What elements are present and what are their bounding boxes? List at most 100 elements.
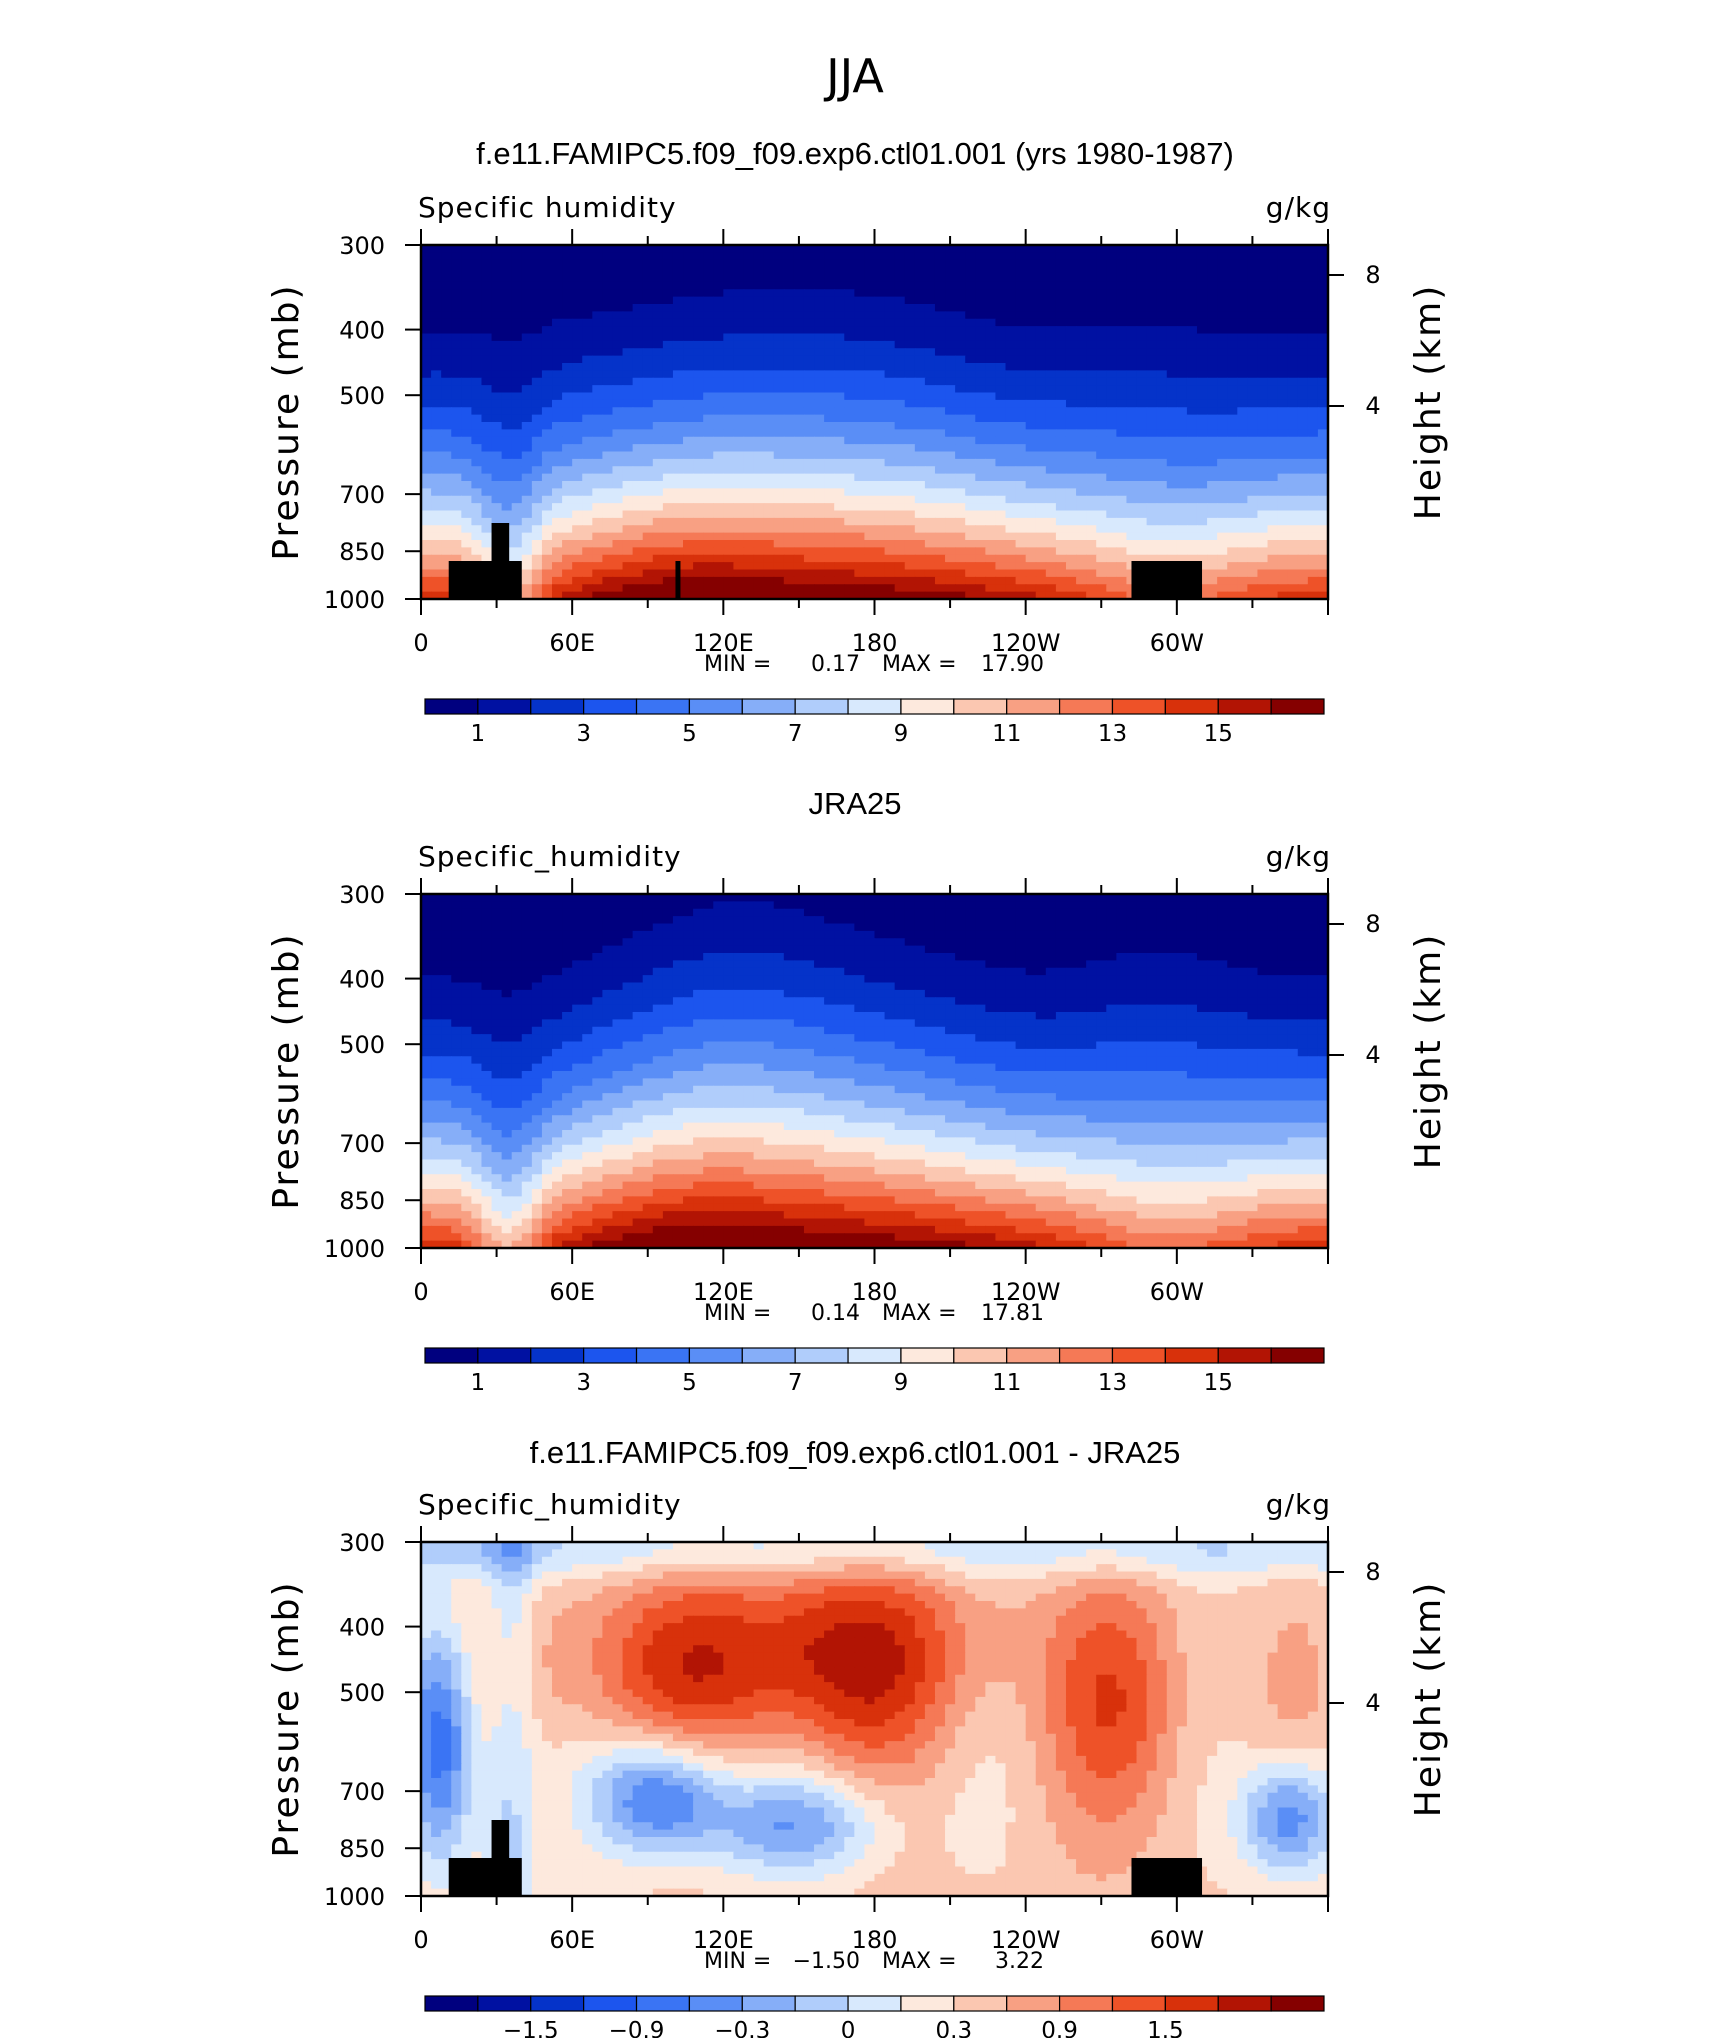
field-cell	[1207, 554, 1218, 563]
field-cell	[521, 422, 533, 431]
field-cell	[1076, 930, 1087, 939]
field-cell	[632, 591, 644, 600]
field-cell	[632, 576, 644, 585]
field-cell	[431, 429, 442, 438]
field-cell	[1086, 399, 1097, 408]
field-cell	[1076, 385, 1087, 394]
field-cell	[844, 444, 856, 453]
field-cell	[1267, 296, 1279, 305]
field-cell	[1307, 930, 1319, 939]
field-cell	[1227, 399, 1238, 408]
field-cell	[431, 503, 442, 512]
field-cell	[521, 540, 533, 549]
field-cell	[451, 495, 463, 504]
field-cell	[1015, 540, 1027, 549]
field-cell	[1106, 554, 1118, 563]
field-cell	[713, 326, 725, 335]
field-cell	[773, 289, 785, 298]
field-cell	[1247, 348, 1259, 357]
field-cell	[965, 392, 976, 401]
field-cell	[995, 326, 1007, 335]
field-cell	[773, 318, 785, 327]
field-cell	[1005, 908, 1017, 917]
field-cell	[1166, 333, 1178, 342]
field-cell	[562, 355, 573, 364]
field-cell	[1297, 245, 1309, 254]
field-cell	[1025, 532, 1037, 541]
field-cell	[1086, 894, 1097, 903]
field-cell	[955, 370, 966, 379]
field-cell	[511, 392, 523, 401]
field-cell	[511, 281, 523, 290]
field-cell	[884, 510, 896, 519]
field-cell	[844, 458, 856, 467]
field-cell	[1297, 584, 1309, 593]
field-cell	[1136, 355, 1148, 364]
field-cell	[1156, 916, 1168, 925]
field-cell	[1136, 340, 1148, 349]
field-cell	[1116, 289, 1128, 298]
field-cell	[965, 363, 976, 372]
field-cell	[1106, 304, 1118, 313]
field-cell	[451, 422, 463, 431]
field-cell	[541, 525, 553, 534]
field-cell	[1025, 370, 1037, 379]
field-cell	[904, 429, 916, 438]
field-cell	[1076, 436, 1087, 445]
field-cell	[562, 554, 573, 563]
field-cell	[1035, 901, 1047, 910]
field-cell	[501, 348, 513, 357]
field-cell	[1015, 584, 1027, 593]
field-cell	[1247, 916, 1259, 925]
field-cell	[1035, 296, 1047, 305]
field-cell	[1166, 274, 1178, 283]
field-cell	[481, 289, 493, 298]
field-cell	[874, 436, 886, 445]
field-cell	[1086, 414, 1097, 423]
field-cell	[1025, 458, 1037, 467]
field-cell	[1055, 576, 1067, 585]
field-cell	[1015, 532, 1027, 541]
field-cell	[713, 444, 725, 453]
field-cell	[1227, 451, 1238, 460]
field-cell	[1307, 908, 1319, 917]
field-cell	[733, 429, 745, 438]
field-cell	[824, 517, 835, 526]
field-cell	[854, 377, 866, 386]
field-cell	[1015, 281, 1027, 290]
field-cell	[894, 348, 906, 357]
field-cell	[1116, 930, 1128, 939]
field-cell	[773, 901, 785, 910]
field-cell	[814, 591, 825, 600]
field-cell	[1055, 392, 1067, 401]
field-cell	[763, 274, 775, 283]
field-cell	[622, 318, 634, 327]
field-cell	[793, 930, 805, 939]
field-cell	[471, 916, 483, 925]
field-cell	[481, 363, 493, 372]
field-cell	[602, 901, 614, 910]
field-cell	[672, 407, 684, 416]
units-label: g/kg	[1266, 191, 1331, 224]
field-cell	[572, 481, 583, 490]
field-cell	[1055, 326, 1067, 335]
field-cell	[844, 267, 856, 276]
field-cell	[652, 451, 664, 460]
field-cell	[652, 326, 664, 335]
field-cell	[511, 252, 523, 261]
field-cell	[1186, 547, 1198, 556]
field-cell	[914, 908, 926, 917]
field-cell	[632, 923, 644, 932]
field-cell	[945, 473, 956, 482]
field-cell	[461, 414, 473, 423]
field-cell	[501, 894, 513, 903]
field-cell	[864, 569, 876, 578]
field-cell	[743, 938, 755, 947]
field-cell	[733, 245, 745, 254]
field-cell	[1096, 414, 1107, 423]
field-cell	[793, 281, 805, 290]
field-cell	[1257, 363, 1269, 372]
field-cell	[1096, 466, 1107, 475]
field-cell	[1156, 473, 1168, 482]
field-cell	[975, 894, 987, 903]
